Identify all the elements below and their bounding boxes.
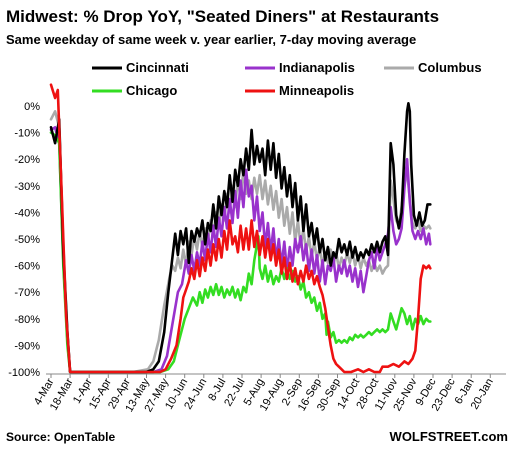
source-label: Source: OpenTable bbox=[6, 430, 115, 444]
legend-label-cincinnati: Cincinnati bbox=[126, 60, 189, 75]
y-tick-label: -80% bbox=[14, 314, 40, 326]
plot-area bbox=[49, 83, 432, 374]
y-tick-label: 0% bbox=[24, 101, 40, 113]
y-tick-label: -70% bbox=[14, 287, 40, 299]
y-tick-label: -60% bbox=[14, 261, 40, 273]
series-line-cincinnati bbox=[49, 102, 432, 374]
y-tick-label: -10% bbox=[14, 128, 40, 140]
legend-label-minneapolis: Minneapolis bbox=[279, 83, 354, 98]
y-tick-label: -50% bbox=[14, 234, 40, 246]
y-axis: 0% -10% -20% -30% -40% -50% -60% -70% -80% -90% -1… bbox=[8, 101, 40, 379]
brand-label: WOLFSTREET.com bbox=[390, 429, 508, 444]
series-line-minneapolis bbox=[49, 83, 432, 374]
y-tick-label: -20% bbox=[14, 154, 40, 166]
legend-label-indianapolis: Indianapolis bbox=[279, 60, 355, 75]
y-tick-label: -100% bbox=[8, 367, 40, 379]
legend: Cincinnati Indianapolis Columbus Chicago Min… bbox=[92, 60, 482, 98]
legend-label-chicago: Chicago bbox=[126, 83, 177, 98]
legend-label-columbus: Columbus bbox=[418, 60, 482, 75]
y-tick-label: -90% bbox=[14, 340, 40, 352]
y-tick-label: -40% bbox=[14, 207, 40, 219]
y-tick-label: -30% bbox=[14, 181, 40, 193]
chart-subtitle: Same weekday of same week v. year earlie… bbox=[6, 32, 416, 47]
chart-title: Midwest: % Drop YoY, "Seated Diners" at … bbox=[6, 7, 439, 26]
